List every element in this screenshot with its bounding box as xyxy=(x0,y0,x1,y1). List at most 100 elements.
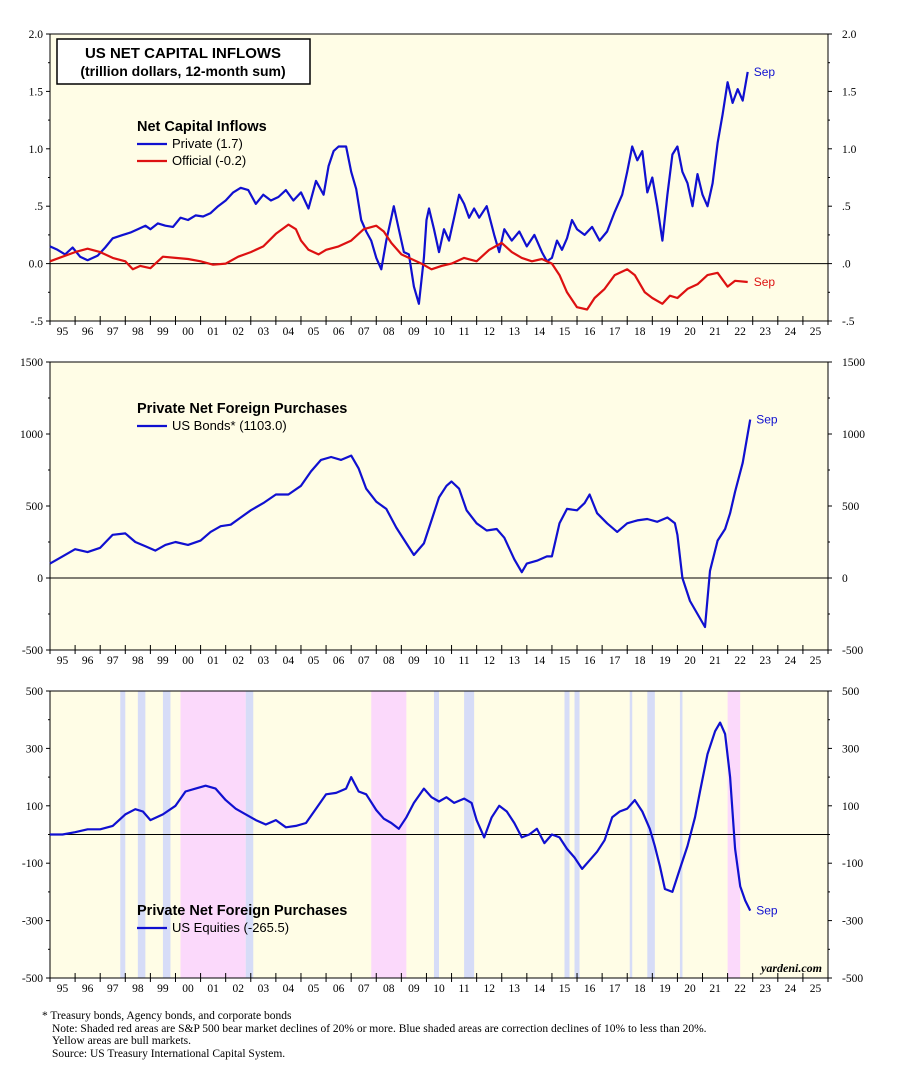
x-tick-label: 12 xyxy=(483,983,495,995)
y-tick-label-left: -500 xyxy=(22,973,43,985)
footnote-source: Source: US Treasury International Capita… xyxy=(52,1047,286,1060)
x-tick-label: 99 xyxy=(157,983,169,995)
y-tick-label-left: -.5 xyxy=(31,316,44,328)
x-tick-label: 05 xyxy=(308,983,320,995)
y-tick-label-right: 1500 xyxy=(842,357,865,369)
x-tick-label: 96 xyxy=(82,983,94,995)
y-tick-label-right: -500 xyxy=(842,645,863,657)
x-tick-label: 01 xyxy=(207,326,219,338)
x-tick-label: 09 xyxy=(408,655,420,667)
series-line-private xyxy=(49,71,749,305)
x-tick-label: 10 xyxy=(433,326,445,338)
y-tick-label-left: 300 xyxy=(26,743,44,755)
y-tick-label-left: 1.0 xyxy=(29,144,44,156)
series-line-us-bonds- xyxy=(49,419,752,629)
y-tick-label-right: -300 xyxy=(842,916,863,928)
x-tick-label: 03 xyxy=(258,326,270,338)
x-tick-label: 25 xyxy=(810,983,822,995)
x-tick-label: 13 xyxy=(509,983,521,995)
x-tick-label: 16 xyxy=(584,326,596,338)
y-tick-label-left: 2.0 xyxy=(29,29,44,41)
watermark: yardeni.com xyxy=(759,961,822,975)
y-tick-label-left: 500 xyxy=(26,686,44,698)
y-tick-label-right: 500 xyxy=(842,686,860,698)
x-tick-label: 07 xyxy=(358,983,370,995)
y-tick-label-right: -.5 xyxy=(842,316,855,328)
x-tick-label: 14 xyxy=(534,326,546,338)
footnote-yellow-areas: Yellow areas are bull markets. xyxy=(52,1035,192,1047)
x-tick-label: 00 xyxy=(182,983,194,995)
x-tick-label: 01 xyxy=(207,655,219,667)
end-label-sep: Sep xyxy=(756,904,778,918)
end-label-sep: Sep xyxy=(754,275,776,289)
legend-label: Official (-0.2) xyxy=(172,153,246,168)
x-tick-label: 99 xyxy=(157,655,169,667)
x-tick-label: 97 xyxy=(107,655,119,667)
x-tick-label: 04 xyxy=(283,655,295,667)
x-tick-label: 13 xyxy=(509,655,521,667)
x-tick-label: 02 xyxy=(232,655,244,667)
x-tick-label: 03 xyxy=(258,983,270,995)
legend-title: Private Net Foreign Purchases xyxy=(137,903,347,919)
x-tick-label: 18 xyxy=(634,983,646,995)
y-tick-label-left: -500 xyxy=(22,645,43,657)
y-tick-label-right: 500 xyxy=(842,501,860,513)
x-tick-label: 22 xyxy=(734,326,746,338)
x-tick-label: 98 xyxy=(132,326,144,338)
y-tick-label-left: -300 xyxy=(22,916,43,928)
footnote-bonds-definition: * Treasury bonds, Agency bonds, and corp… xyxy=(42,1010,292,1022)
legend-label: US Equities (-265.5) xyxy=(172,920,289,935)
x-tick-label: 06 xyxy=(333,983,345,995)
y-tick-label-right: 300 xyxy=(842,743,860,755)
x-tick-label: 22 xyxy=(734,983,746,995)
x-tick-label: 21 xyxy=(709,983,721,995)
x-tick-label: 04 xyxy=(283,326,295,338)
x-tick-label: 25 xyxy=(810,326,822,338)
x-tick-label: 08 xyxy=(383,655,395,667)
x-tick-label: 19 xyxy=(659,655,671,667)
x-tick-label: 95 xyxy=(57,326,69,338)
x-tick-label: 14 xyxy=(534,655,546,667)
x-tick-label: 08 xyxy=(383,983,395,995)
legend-label: US Bonds* (1103.0) xyxy=(172,418,287,433)
y-tick-label-right: -100 xyxy=(842,858,863,870)
x-tick-label: 97 xyxy=(107,983,119,995)
footnotes: * Treasury bonds, Agency bonds, and corp… xyxy=(42,1010,862,1060)
x-tick-label: 01 xyxy=(207,983,219,995)
x-tick-label: 16 xyxy=(584,655,596,667)
x-tick-label: 15 xyxy=(559,655,571,667)
end-label-sep: Sep xyxy=(756,413,778,427)
x-tick-label: 09 xyxy=(408,326,420,338)
x-tick-label: 00 xyxy=(182,655,194,667)
chart-panel-1: -.5 -.5 0.0 .0 .5 .5 1.0 1.0 1.5 1.5 2.0 2.0 95 96 97 9… xyxy=(29,29,857,338)
x-tick-label: 22 xyxy=(734,655,746,667)
x-tick-label: 19 xyxy=(659,983,671,995)
series-line-official xyxy=(49,223,748,311)
x-tick-label: 10 xyxy=(433,983,445,995)
x-tick-label: 07 xyxy=(358,655,370,667)
x-tick-label: 23 xyxy=(760,983,772,995)
x-tick-label: 99 xyxy=(157,326,169,338)
x-tick-label: 19 xyxy=(659,326,671,338)
x-tick-label: 98 xyxy=(132,655,144,667)
y-tick-label-left: 0 xyxy=(37,573,43,585)
x-tick-label: 03 xyxy=(258,655,270,667)
x-tick-label: 06 xyxy=(333,655,345,667)
x-tick-label: 24 xyxy=(785,983,797,995)
x-tick-label: 23 xyxy=(760,655,772,667)
x-tick-label: 98 xyxy=(132,983,144,995)
footnote-shading-note: Note: Shaded red areas are S&P 500 bear … xyxy=(52,1022,707,1035)
y-tick-label-right: .0 xyxy=(842,259,851,271)
y-tick-label-left: 100 xyxy=(26,801,44,813)
x-tick-label: 25 xyxy=(810,655,822,667)
x-tick-label: 23 xyxy=(760,326,772,338)
y-tick-label-left: 500 xyxy=(26,501,44,513)
x-tick-label: 97 xyxy=(107,326,119,338)
plot-background xyxy=(50,362,828,650)
y-tick-label-right: -500 xyxy=(842,973,863,985)
x-tick-label: 96 xyxy=(82,655,94,667)
y-tick-label-right: 100 xyxy=(842,801,860,813)
x-tick-label: 04 xyxy=(283,983,295,995)
